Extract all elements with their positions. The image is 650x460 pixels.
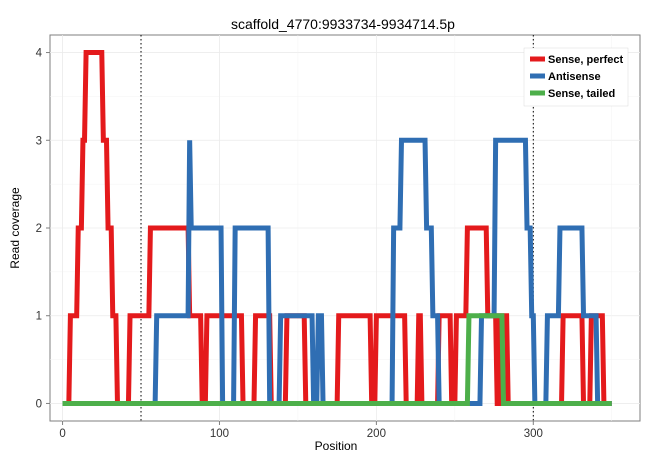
y-tick-label: 3 bbox=[36, 135, 42, 147]
legend: Sense, perfect Antisense Sense, tailed bbox=[523, 47, 629, 107]
x-tick-label: 100 bbox=[210, 428, 229, 440]
y-axis-label: Read coverage bbox=[8, 187, 22, 269]
y-tick-label: 2 bbox=[36, 223, 42, 235]
legend-label-sense-tailed: Sense, tailed bbox=[548, 88, 615, 100]
y-axis-ticks: 0 1 2 3 4 bbox=[36, 48, 50, 410]
legend-label-sense-perfect: Sense, perfect bbox=[548, 54, 624, 66]
legend-label-antisense: Antisense bbox=[548, 71, 601, 83]
x-axis-ticks: 0 100 200 300 bbox=[59, 421, 543, 440]
series-lines bbox=[62, 50, 612, 406]
y-tick-label: 4 bbox=[36, 48, 43, 60]
x-tick-label: 300 bbox=[524, 428, 543, 440]
x-tick-label: 0 bbox=[59, 428, 65, 440]
x-tick-label: 200 bbox=[367, 428, 386, 440]
x-axis-label: Position bbox=[315, 439, 358, 453]
series-line-sense-tailed bbox=[62, 313, 612, 406]
chart-title: scaffold_4770:9933734-9934714.5p bbox=[231, 16, 455, 32]
y-tick-label: 0 bbox=[36, 398, 42, 410]
y-tick-label: 1 bbox=[36, 311, 42, 323]
